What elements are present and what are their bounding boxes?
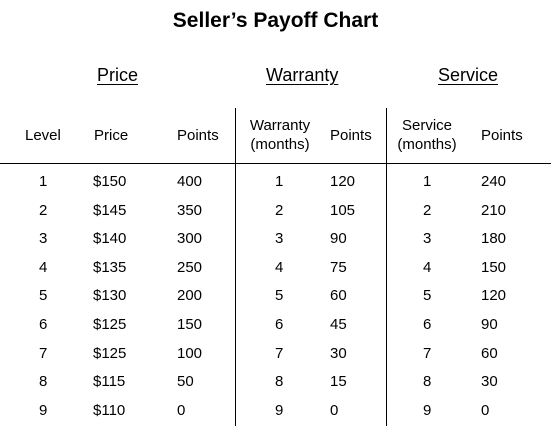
chart-title: Seller’s Payoff Chart <box>172 9 379 32</box>
cell-warranty-points: 45 <box>330 315 347 333</box>
cell-level: 5 <box>39 287 48 305</box>
cell-level: 1 <box>39 173 48 190</box>
cell-service-points: 180 <box>481 230 507 248</box>
table-row: 9 $110 0 9 0 9 0 <box>0 396 551 425</box>
cell-service-points: 210 <box>481 201 507 219</box>
cell-price-points: 200 <box>177 287 203 305</box>
cell-warranty-points: 30 <box>330 344 347 362</box>
divider-price-warranty <box>235 108 236 426</box>
cell-warranty-points: 0 <box>330 401 339 419</box>
group-title-price: Price <box>97 65 139 85</box>
cell-price: $125 <box>93 344 127 362</box>
cell-service-months: 5 <box>423 287 432 305</box>
cell-price: $110 <box>93 401 126 419</box>
divider-warranty-service <box>386 108 387 426</box>
cell-service-points: 150 <box>481 258 507 276</box>
cell-warranty-points: 15 <box>330 373 347 391</box>
header-price: Price <box>94 127 129 144</box>
cell-price-points: 0 <box>177 401 186 419</box>
cell-level: 4 <box>39 258 48 276</box>
cell-level: 7 <box>39 344 48 362</box>
header-warranty-line2: (months) <box>250 136 310 153</box>
table-row: 8 $115 50 8 15 8 30 <box>0 367 551 396</box>
cell-service-months: 4 <box>423 258 432 276</box>
cell-service-points: 60 <box>481 344 498 362</box>
cell-warranty-points: 90 <box>330 230 347 248</box>
cell-warranty-points: 60 <box>330 287 347 305</box>
cell-service-points: 30 <box>481 373 498 391</box>
table-row: 3 $140 300 3 90 3 180 <box>0 224 551 253</box>
cell-warranty-months: 1 <box>275 173 284 190</box>
header-service-months: Service (months) <box>395 116 459 154</box>
cell-price-points: 300 <box>177 230 203 248</box>
header-divider <box>0 163 551 164</box>
table-row: 6 $125 150 6 45 6 90 <box>0 310 551 339</box>
header-level: Level <box>25 127 61 144</box>
cell-price: $140 <box>93 230 127 248</box>
cell-price: $125 <box>93 315 127 333</box>
cell-price-points: 250 <box>177 258 203 276</box>
cell-service-months: 1 <box>423 173 432 190</box>
cell-service-points: 120 <box>481 287 507 305</box>
header-warranty-line1: Warranty <box>249 117 311 134</box>
cell-price: $115 <box>93 373 126 391</box>
header-price-points: Points <box>177 127 219 144</box>
cell-level: 2 <box>39 201 48 219</box>
cell-level: 8 <box>39 373 48 391</box>
cell-service-months: 9 <box>423 401 432 419</box>
table-row: 1 $150 400 1 120 1 240 <box>0 167 551 196</box>
cell-warranty-months: 8 <box>275 373 284 391</box>
cell-price-points: 350 <box>177 201 203 219</box>
cell-warranty-points: 120 <box>330 173 356 190</box>
cell-price: $135 <box>93 258 127 276</box>
cell-service-points: 0 <box>481 401 490 419</box>
cell-price-points: 400 <box>177 173 203 190</box>
cell-warranty-months: 2 <box>275 201 284 219</box>
cell-service-months: 8 <box>423 373 432 391</box>
cell-price: $145 <box>93 201 127 219</box>
cell-warranty-months: 7 <box>275 344 284 362</box>
cell-warranty-months: 4 <box>275 258 284 276</box>
header-warranty-points: Points <box>330 127 372 144</box>
cell-level: 3 <box>39 230 48 248</box>
cell-level: 9 <box>39 401 48 419</box>
cell-price: $150 <box>93 173 127 190</box>
payoff-table-body: 1 $150 400 1 120 1 240 2 $145 350 2 105 … <box>0 167 551 424</box>
cell-level: 6 <box>39 315 48 333</box>
cell-warranty-points: 75 <box>330 258 347 276</box>
header-service-points: Points <box>481 127 523 144</box>
cell-service-months: 3 <box>423 230 432 248</box>
cell-service-points: 240 <box>481 173 507 190</box>
cell-price-points: 100 <box>177 344 203 362</box>
cell-service-months: 2 <box>423 201 432 219</box>
table-row: 5 $130 200 5 60 5 120 <box>0 281 551 310</box>
cell-warranty-months: 3 <box>275 230 284 248</box>
header-service-line2: (months) <box>397 136 457 153</box>
cell-price: $130 <box>93 287 127 305</box>
header-warranty-months: Warranty (months) <box>244 116 316 154</box>
table-row: 7 $125 100 7 30 7 60 <box>0 339 551 368</box>
cell-price-points: 150 <box>177 315 203 333</box>
cell-price-points: 50 <box>177 373 194 391</box>
header-service-line1: Service <box>401 117 453 134</box>
table-row: 2 $145 350 2 105 2 210 <box>0 196 551 225</box>
group-title-service: Service <box>438 65 499 85</box>
cell-warranty-months: 9 <box>275 401 284 419</box>
cell-service-points: 90 <box>481 315 498 333</box>
cell-service-months: 6 <box>423 315 432 333</box>
table-row: 4 $135 250 4 75 4 150 <box>0 253 551 282</box>
cell-warranty-points: 105 <box>330 201 356 219</box>
group-title-warranty: Warranty <box>266 65 339 85</box>
cell-warranty-months: 5 <box>275 287 284 305</box>
cell-warranty-months: 6 <box>275 315 284 333</box>
cell-service-months: 7 <box>423 344 432 362</box>
